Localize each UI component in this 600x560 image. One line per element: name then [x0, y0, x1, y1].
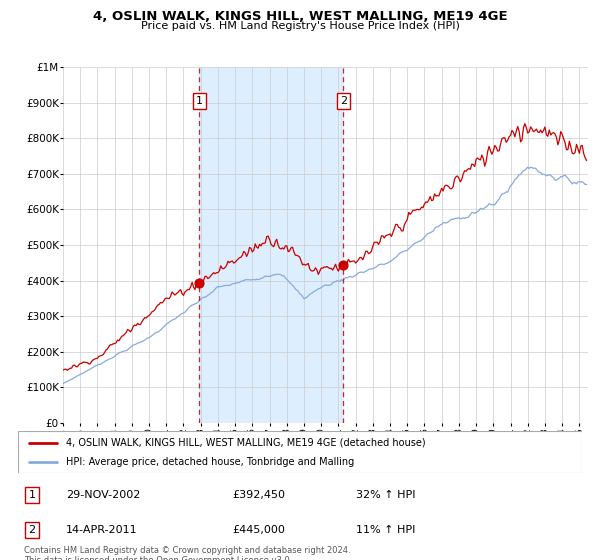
Point: [338, 260, 348, 269]
Text: 4, OSLIN WALK, KINGS HILL, WEST MALLING, ME19 4GE: 4, OSLIN WALK, KINGS HILL, WEST MALLING,…: [92, 10, 508, 23]
Point: [194, 279, 204, 288]
Text: 2: 2: [340, 96, 347, 106]
Text: 1: 1: [196, 96, 203, 106]
FancyBboxPatch shape: [18, 431, 582, 473]
Text: 29-NOV-2002: 29-NOV-2002: [66, 490, 140, 500]
Text: 32% ↑ HPI: 32% ↑ HPI: [356, 490, 416, 500]
Text: Contains HM Land Registry data © Crown copyright and database right 2024.
This d: Contains HM Land Registry data © Crown c…: [24, 546, 350, 560]
Text: Price paid vs. HM Land Registry's House Price Index (HPI): Price paid vs. HM Land Registry's House …: [140, 21, 460, 31]
Text: £445,000: £445,000: [232, 525, 285, 535]
Text: 2: 2: [29, 525, 35, 535]
Text: 11% ↑ HPI: 11% ↑ HPI: [356, 525, 416, 535]
Text: HPI: Average price, detached house, Tonbridge and Malling: HPI: Average price, detached house, Tonb…: [66, 457, 354, 467]
Text: 4, OSLIN WALK, KINGS HILL, WEST MALLING, ME19 4GE (detached house): 4, OSLIN WALK, KINGS HILL, WEST MALLING,…: [66, 437, 425, 447]
Text: 14-APR-2011: 14-APR-2011: [66, 525, 137, 535]
Bar: [199, 67, 343, 423]
Text: 1: 1: [29, 490, 35, 500]
Text: £392,450: £392,450: [232, 490, 286, 500]
